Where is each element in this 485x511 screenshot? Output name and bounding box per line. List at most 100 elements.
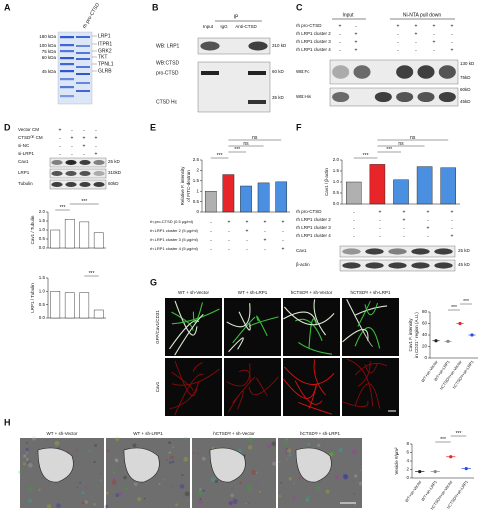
gel-band [76,36,90,38]
sign: - [246,237,248,243]
significance: ns [252,135,258,141]
significance: ns [410,135,416,141]
texture [26,451,29,454]
y-tick-label: 60 [422,321,428,326]
vessel [256,377,268,397]
texture [271,441,276,447]
y-tick-label: 40 [422,332,428,337]
blot-band [342,262,361,269]
texture [75,448,78,451]
marker-label: 60 kDa [42,55,57,60]
texture [28,499,33,503]
row-label: CTSD Hc [156,99,178,105]
sign: - [264,246,266,252]
row-label: Cav1 [296,248,307,253]
sign: - [228,246,230,252]
texture [158,482,161,485]
gel-band [60,50,74,53]
dot [434,339,438,343]
sign: - [427,217,429,223]
texture [348,439,351,441]
size-label: 25 kD [458,248,471,253]
significance: *** [60,205,66,211]
micrograph [283,358,340,416]
texture [342,473,348,479]
sign: - [415,39,417,45]
gel-band [76,90,90,92]
vessel [228,390,244,412]
texture [272,461,277,466]
vessel [298,402,333,415]
texture [186,499,189,502]
y-axis-label: LRP1 / Tubulin [30,283,35,313]
group-title: WT + sh-LRP1 [238,290,268,295]
sign: + [59,127,62,133]
bar [64,218,75,249]
texture [85,486,88,489]
panel-label: F [296,122,302,132]
blot [197,61,271,113]
texture [193,479,196,482]
blot-band [388,248,407,255]
blot-band [65,159,77,166]
lane-label: IgG [220,24,228,29]
blot-band [411,262,430,269]
sign: + [403,217,406,223]
texture [343,474,349,480]
dot [449,455,453,459]
y-tick-label: 1 [196,188,199,193]
vessel [192,302,204,323]
gel-band [60,36,74,39]
group-label: Input [342,12,354,18]
texture [292,496,296,500]
texture [266,444,271,449]
blot-band [248,41,268,51]
bar [346,181,362,205]
sign: + [282,246,285,252]
y-tick-label: 0.0 [39,245,46,250]
size-label: 60 kD [272,69,285,74]
texture [171,460,175,464]
texture [132,443,137,448]
panel-label: E [150,122,156,132]
texture [354,474,358,478]
blot-band [438,65,456,79]
blot-band [79,159,91,166]
row-label: WB:Fc [296,69,310,74]
gel-band [76,52,90,54]
bar [393,179,409,205]
texture [162,478,165,481]
texture [79,481,82,484]
sign: - [451,217,453,223]
size-label: 60kD [108,181,119,186]
gel-band [60,95,74,98]
texture [316,486,321,491]
condition-label: si-LRP1 [18,151,35,156]
blot-band [411,248,430,255]
sign: - [427,233,429,239]
sign: + [95,135,98,141]
texture [168,461,172,464]
vessel [298,342,332,355]
sign: + [246,219,249,225]
blot-band [396,91,414,103]
y-tick-label: 0.0 [333,201,340,206]
lane-label: rh pro-CTSD [82,2,102,30]
texture [358,481,363,486]
group-title: hCTSDᵗᵍ + sh-Vector [213,431,255,436]
texture [232,498,238,504]
gel-band [60,78,74,81]
significance: *** [456,431,462,437]
vessel [192,362,203,372]
blot-band [396,65,414,79]
sign: - [403,225,405,231]
texture [284,440,290,445]
texture [285,450,290,455]
sign: - [264,228,266,234]
vessel [342,400,369,408]
sign: - [71,151,73,157]
texture [99,473,102,475]
sign: - [339,31,341,37]
texture [307,494,311,498]
